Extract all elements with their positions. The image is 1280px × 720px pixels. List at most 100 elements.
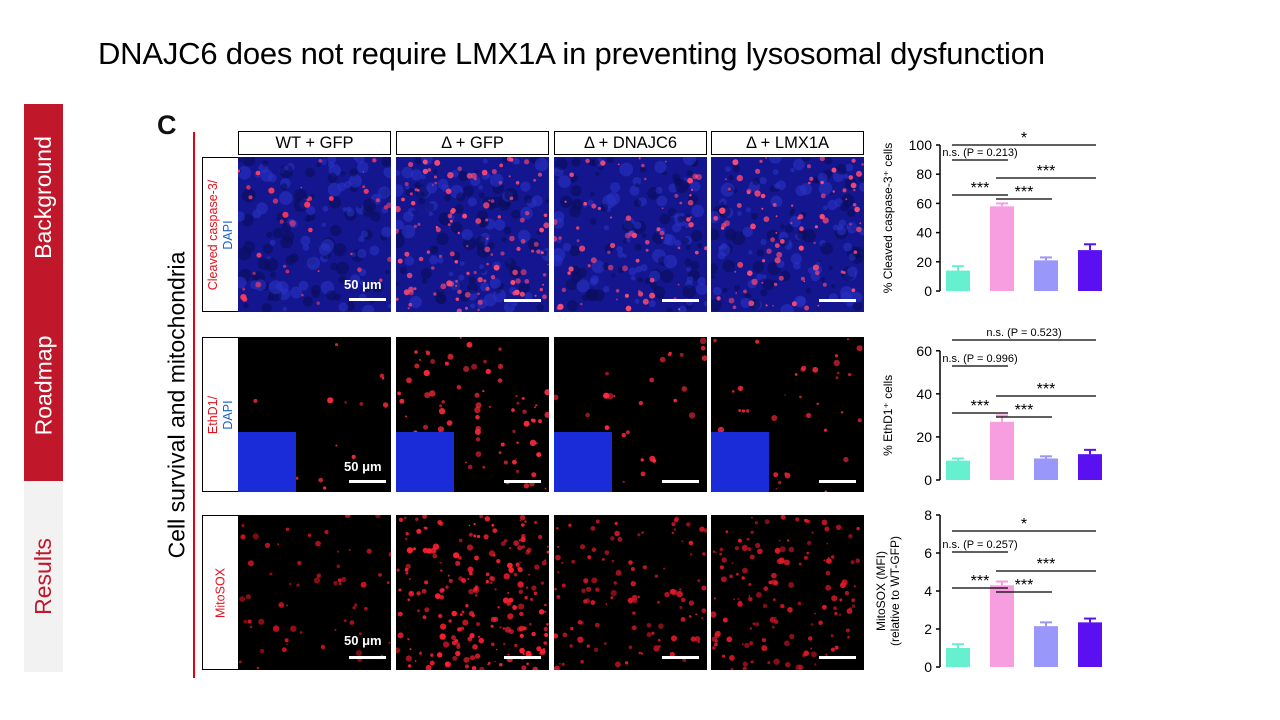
significance-label: ***: [1037, 556, 1056, 573]
scale-bar: [504, 299, 541, 302]
significance-label: ***: [971, 398, 990, 415]
scale-bar: [819, 656, 856, 659]
panel-letter: C: [157, 110, 177, 140]
column-header-delta-lmx1a: Δ + LMX1A: [711, 131, 864, 155]
dapi-inset: [554, 432, 612, 492]
significance-label: ***: [1015, 402, 1034, 419]
micrograph-caspase-wt-gfp: 50 μm: [238, 157, 391, 312]
significance-label: n.s. (P = 0.257): [942, 539, 1017, 551]
y-tick-label: 0: [924, 472, 932, 488]
row-label-ethd: EthD1/ DAPI: [202, 337, 238, 492]
micrograph-mitosox-wt-gfp: 50 μm: [238, 515, 391, 670]
micrograph-ethd-wt-gfp: 50 μm: [238, 337, 391, 492]
bar-delta-lmx1a: [1078, 250, 1102, 291]
micrograph-ethd-delta-dnajc6: [554, 337, 707, 492]
nav-tab-roadmap[interactable]: Roadmap: [24, 290, 63, 481]
y-tick-label: 0: [924, 283, 932, 299]
chart-mitosox: 0 2 4 6 8 MitoSOX (MFI) (relative to WT-GFP) * n…: [868, 505, 1148, 685]
micrograph-caspase-delta-lmx1a: [711, 157, 864, 312]
significance-label: ***: [1037, 381, 1056, 398]
scale-bar: [504, 656, 541, 659]
y-tick-label: 40: [916, 386, 932, 402]
micrograph-mitosox-delta-lmx1a: [711, 515, 864, 670]
dapi-inset: [396, 432, 454, 492]
bar-delta-dnajc6: [1034, 458, 1058, 480]
column-header-wt-gfp: WT + GFP: [238, 131, 391, 155]
row-label-mitosox: MitoSOX: [202, 515, 238, 670]
nav-tab-background-label: Background: [30, 135, 56, 259]
bar-delta-dnajc6: [1034, 260, 1058, 291]
column-header-delta-dnajc6: Δ + DNAJC6: [554, 131, 707, 155]
scale-bar: [819, 480, 856, 483]
bar-delta-lmx1a: [1078, 622, 1102, 667]
scale-bar: [662, 299, 699, 302]
y-tick-label: 2: [924, 621, 932, 637]
bar-wt-gfp: [946, 270, 970, 291]
bar-wt-gfp: [946, 648, 970, 667]
scale-bar: [662, 656, 699, 659]
micrograph-mitosox-delta-dnajc6: [554, 515, 707, 670]
y-axis-label: % Cleaved caspase-3⁺ cells: [881, 143, 895, 293]
scale-bar: [349, 656, 386, 659]
row-label-ethd-line2: DAPI: [220, 399, 235, 430]
y-tick-label: 8: [924, 507, 932, 523]
significance-label: *: [1021, 130, 1027, 147]
significance-label: ***: [971, 573, 990, 590]
y-tick-label: 20: [916, 429, 932, 445]
scale-bar: [349, 298, 386, 301]
scale-bar: [819, 299, 856, 302]
micrograph-caspase-delta-gfp: [396, 157, 549, 312]
y-tick-label: 6: [924, 545, 932, 561]
row-label-mitosox-line1: MitoSOX: [213, 567, 227, 618]
y-axis-label: (relative to WT-GFP): [888, 536, 902, 646]
y-tick-label: 100: [909, 137, 933, 153]
y-tick-label: 60: [916, 195, 932, 211]
scale-bar: [662, 480, 699, 483]
nav-tab-background[interactable]: Background: [24, 104, 63, 290]
y-axis-label: MitoSOX (MFI): [874, 551, 888, 631]
significance-label: ***: [1015, 577, 1034, 594]
scale-bar: [504, 480, 541, 483]
bar-delta-lmx1a: [1078, 454, 1102, 480]
chart-cleaved-caspase: 0 20 40 60 80 100 % Cleaved caspase-3⁺ cells * n…: [868, 125, 1148, 310]
significance-label: ***: [971, 180, 990, 197]
significance-label: n.s. (P = 0.213): [942, 147, 1017, 159]
scale-bar-label: 50 μm: [344, 277, 382, 292]
y-tick-label: 4: [924, 583, 932, 599]
y-tick-label: 20: [916, 254, 932, 270]
y-tick-label: 60: [916, 343, 932, 359]
column-header-delta-gfp: Δ + GFP: [396, 131, 549, 155]
y-tick-label: 0: [924, 659, 932, 675]
y-tick-label: 80: [916, 166, 932, 182]
micrograph-mitosox-delta-gfp: [396, 515, 549, 670]
dapi-inset: [711, 432, 769, 492]
row-label-ethd-line1: EthD1/: [205, 395, 220, 434]
group-divider-line: [193, 132, 195, 678]
nav-tab-results[interactable]: Results: [24, 481, 63, 672]
significance-label: n.s. (P = 0.523): [986, 327, 1061, 339]
micrograph-ethd-delta-lmx1a: [711, 337, 864, 492]
chart-ethd1: 0 20 40 60 % EthD1⁺ cells n.s. (P = 0.523) n.s…: [868, 318, 1148, 495]
bar-delta-gfp: [990, 206, 1014, 291]
significance-label: ***: [1037, 163, 1056, 180]
dapi-inset: [238, 432, 296, 492]
group-label-text: Cell survival and mitochondria: [163, 251, 190, 559]
scale-bar-label: 50 μm: [344, 459, 382, 474]
nav-tab-results-label: Results: [30, 538, 57, 615]
nav-tab-roadmap-label: Roadmap: [30, 335, 57, 436]
row-label-caspase-line2: DAPI: [220, 219, 235, 250]
row-label-caspase-line1: Cleaved caspase-3/: [205, 179, 220, 290]
bar-delta-dnajc6: [1034, 626, 1058, 667]
y-tick-label: 40: [916, 225, 932, 241]
scale-bar: [349, 480, 386, 483]
bar-delta-gfp: [990, 421, 1014, 480]
micrograph-ethd-delta-gfp: [396, 337, 549, 492]
bar-wt-gfp: [946, 460, 970, 480]
significance-label: *: [1021, 516, 1027, 533]
slide-title: DNAJC6 does not require LMX1A in prevent…: [98, 36, 1045, 71]
significance-label: n.s. (P = 0.996): [942, 353, 1017, 365]
significance-label: ***: [1015, 184, 1034, 201]
scale-bar-label: 50 μm: [344, 633, 382, 648]
row-label-caspase: Cleaved caspase-3/ DAPI: [202, 157, 238, 312]
bar-delta-gfp: [990, 585, 1014, 667]
